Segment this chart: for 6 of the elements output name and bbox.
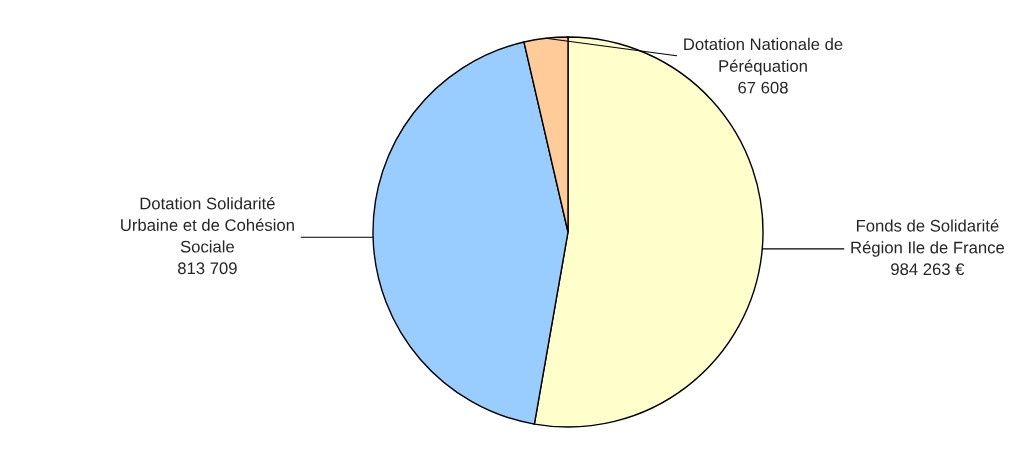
data-label: 813 709 [177,262,237,275]
data-label: 67 608 [738,81,788,94]
slice-label: Dotation Nationale de Péréquation [684,37,843,76]
slice-label: Dotation Solidarité Urbaine et de Cohésion Sociale [121,196,294,253]
slice-label: Fonds de Solidarité Région Ile de France [851,219,1005,257]
data-label: 984 263 € [891,263,965,276]
